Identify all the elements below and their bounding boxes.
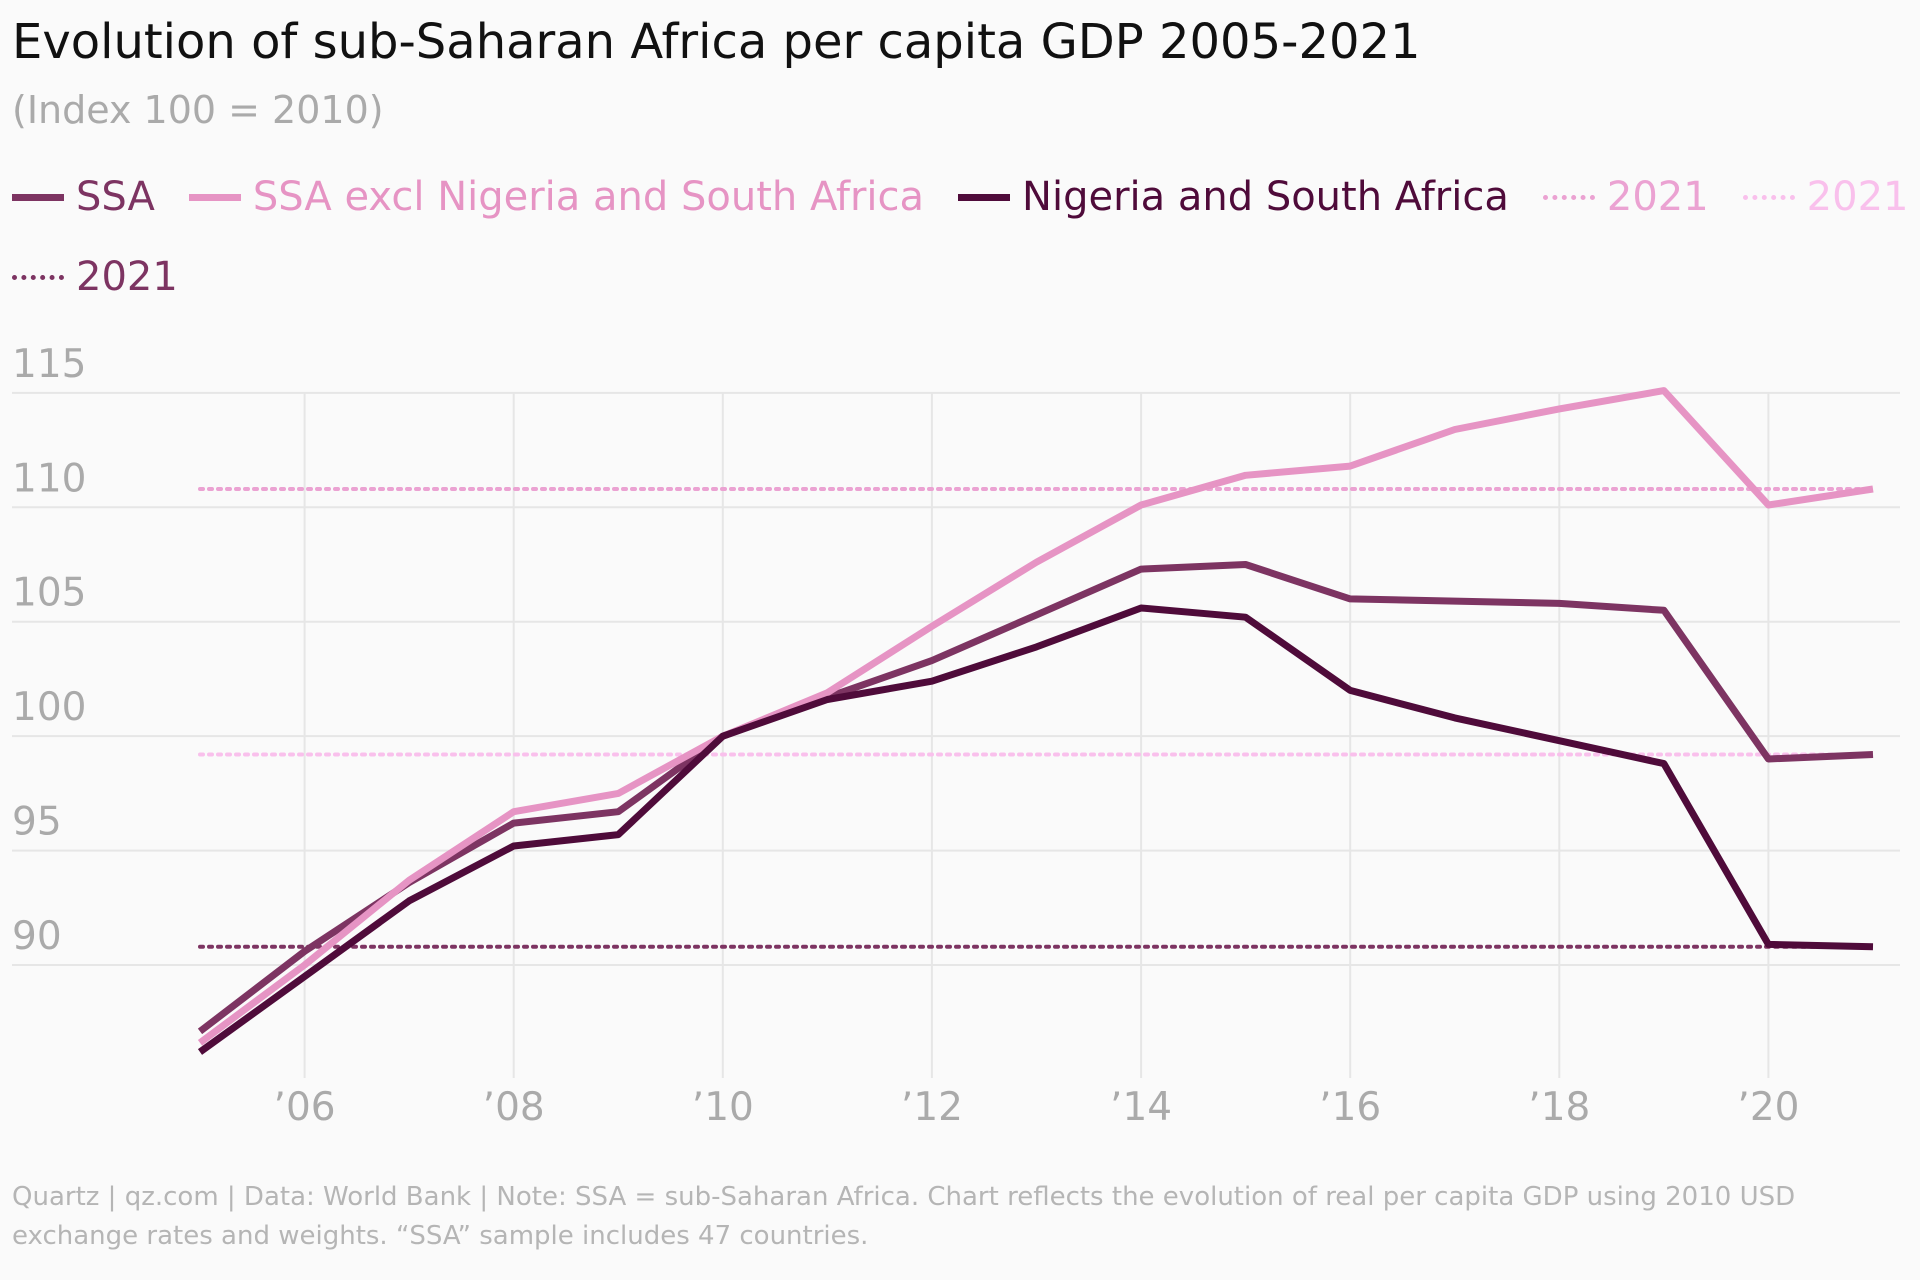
legend-swatch [12,193,64,201]
series-line [197,387,1874,1046]
legend-label: Nigeria and South Africa [1022,174,1509,220]
legend-item: SSA excl Nigeria and South Africa [188,172,925,222]
series-line [197,561,1874,1035]
legend-swatch [188,193,241,201]
x-tick-label: ’18 [1528,1085,1590,1130]
legend-label: SSA excl Nigeria and South Africa [252,174,925,220]
footnote: Quartz | qz.com | Data: World Bank | Not… [12,1182,1796,1251]
x-tick-label: ’08 [483,1085,545,1130]
legend-item: 2021 [12,252,178,302]
chart-subtitle: (Index 100 = 2010) [12,88,384,132]
y-tick-label: 95 [12,800,62,845]
legend-item: SSA [12,172,155,222]
y-tick-label: 105 [12,571,86,616]
chart: 90 95 100 105 110 115 ’06 ’08 ’10 ’12 ’14 ’16 ’18 ’20 [12,342,1900,1130]
legend-swatch [1742,194,1795,200]
legend-label: 2021 [76,254,178,300]
y-tick-label: 90 [12,914,62,959]
legend-label: SSA [76,174,155,220]
legend-item: 2021 [1742,172,1909,222]
legend-label: 2021 [1806,174,1909,220]
chart-title: Evolution of sub-Saharan Africa per capi… [12,14,1421,70]
x-tick-label: ’16 [1319,1085,1381,1130]
x-tick-label: ’06 [274,1085,336,1130]
legend-swatch [958,193,1011,201]
y-tick-label: 100 [12,685,86,730]
legend-swatch [1542,194,1595,200]
legend-item: Nigeria and South Africa [958,172,1509,222]
x-tick-label: ’14 [1110,1085,1172,1130]
x-tick-label: ’10 [692,1085,754,1130]
legend-label: 2021 [1606,174,1709,220]
x-tick-label: ’12 [901,1085,963,1130]
series-line [197,604,1874,1055]
y-tick-label: 110 [12,456,86,501]
legend: SSA SSA excl Nigeria and South Africa Nige… [12,172,1912,302]
y-tick-label: 115 [12,342,86,387]
x-tick-label: ’20 [1737,1085,1799,1130]
legend-item: 2021 [1542,172,1709,222]
legend-swatch [12,274,64,280]
